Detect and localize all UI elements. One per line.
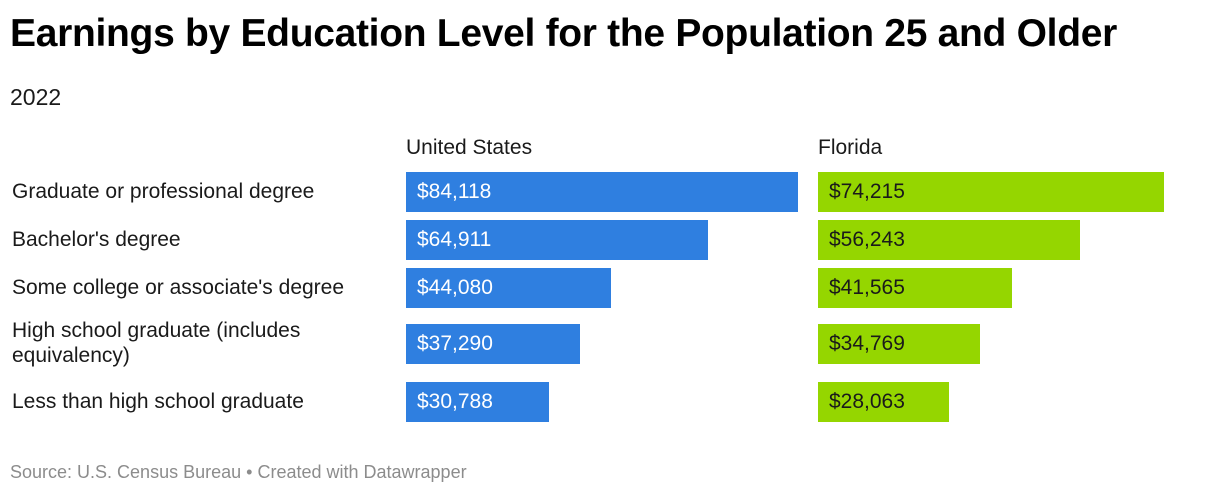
- bar-value-label: $74,215: [829, 180, 905, 203]
- bar-value-label: $34,769: [829, 332, 905, 355]
- bar-united-states: [406, 220, 708, 260]
- category-label: Bachelor's degree: [12, 227, 402, 252]
- bar-united-states: [406, 324, 580, 364]
- bar-value-label: $56,243: [829, 228, 905, 251]
- category-label-line: Bachelor's degree: [12, 227, 181, 251]
- category-label-line: High school graduate (includes: [12, 319, 301, 342]
- bar-florida: [818, 172, 1164, 212]
- category-label-line: Less than high school graduate: [12, 389, 304, 413]
- category-label: Graduate or professional degree: [12, 179, 402, 204]
- bar-florida: [818, 268, 1012, 308]
- column-header-florida: Florida: [818, 136, 883, 159]
- bar-florida: [818, 220, 1080, 260]
- category-label-line: Some college or associate's degree: [12, 275, 345, 299]
- bar-value-label: $44,080: [417, 276, 493, 299]
- category-label: Some college or associate's degree: [12, 275, 402, 300]
- bar-value-label: $84,118: [417, 180, 492, 203]
- bar-value-label: $37,290: [417, 332, 493, 355]
- category-label-line: equivalency): [12, 344, 130, 367]
- chart-title: Earnings by Education Level for the Popu…: [10, 12, 1117, 55]
- credit-text: Created with Datawrapper: [257, 462, 467, 482]
- chart-footer: Source: U.S. Census Bureau • Created wit…: [10, 462, 467, 483]
- chart-subtitle: 2022: [10, 84, 62, 110]
- bar-florida: [818, 382, 949, 422]
- bar-value-label: $28,063: [829, 390, 905, 413]
- category-label-line: Graduate or professional degree: [12, 179, 315, 203]
- source-text: Source: U.S. Census Bureau: [10, 462, 242, 482]
- bar-value-label: $30,788: [417, 390, 493, 413]
- category-label: Less than high school graduate: [12, 389, 402, 414]
- bar-united-states: [406, 382, 549, 422]
- bar-united-states: [406, 172, 798, 212]
- footer-separator: •: [246, 462, 253, 482]
- bar-florida: [818, 324, 980, 364]
- bar-value-label: $64,911: [417, 228, 492, 251]
- bar-united-states: [406, 268, 611, 308]
- category-label: High school graduate (includes equivalenc…: [12, 318, 402, 368]
- column-header-united-states: United States: [406, 136, 533, 159]
- bar-value-label: $41,565: [829, 276, 905, 299]
